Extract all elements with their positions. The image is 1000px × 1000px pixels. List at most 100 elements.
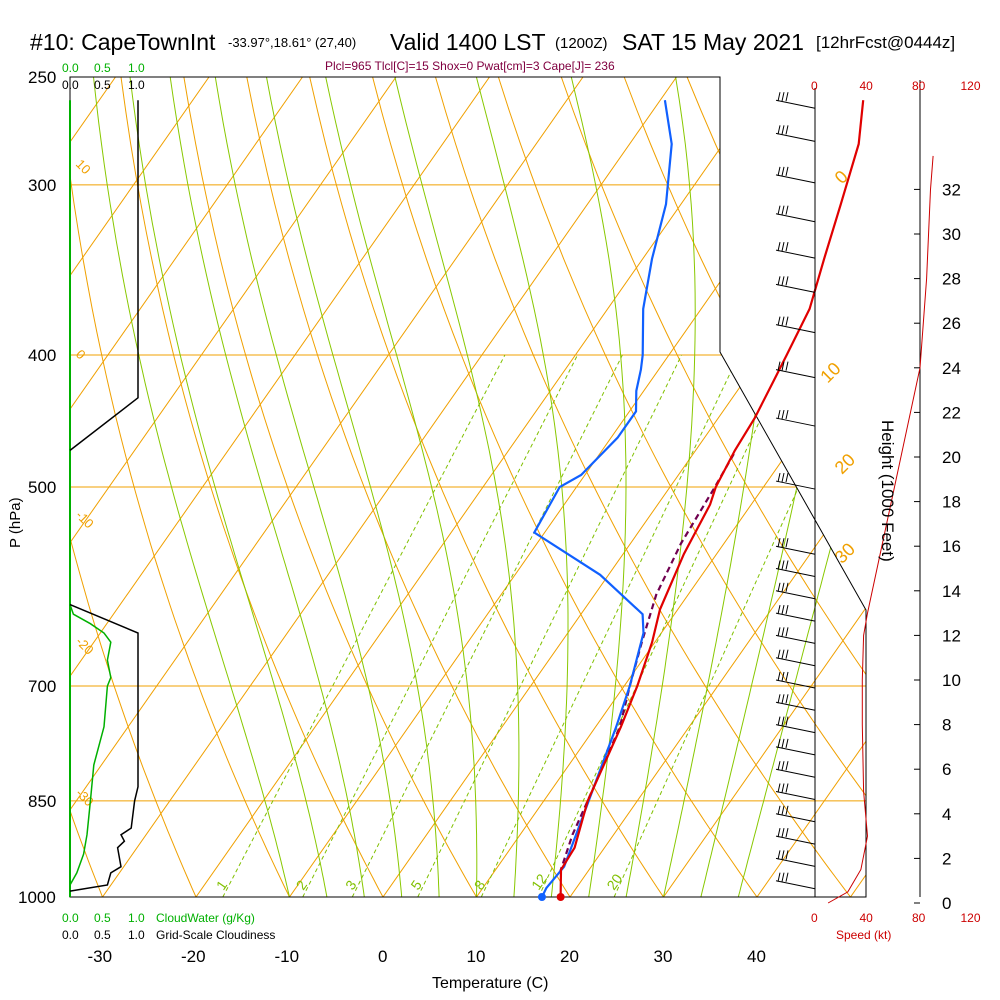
wind-barb <box>775 92 816 109</box>
wind-barb <box>775 316 816 334</box>
isotherm-line <box>102 77 677 897</box>
wind-barb <box>775 538 816 555</box>
dry-adiabat-line <box>372 77 758 897</box>
wind-speed-tick-top: 80 <box>912 79 926 93</box>
height-tick-label: 14 <box>942 582 961 601</box>
moist-adiabat-line <box>737 77 866 897</box>
temperature-tick-label: 40 <box>747 947 766 966</box>
wind-barb <box>775 242 816 259</box>
moist-adiabat-line <box>93 77 290 897</box>
moist-adiabat-line <box>570 77 627 897</box>
cloudiness-label: Grid-Scale Cloudiness <box>156 928 275 942</box>
height-tick-label: 0 <box>942 894 951 913</box>
wind-barb <box>775 872 816 890</box>
station-title: #10: CapeTownInt <box>30 29 216 55</box>
wind-barb <box>775 604 816 622</box>
height-tick-label: 6 <box>942 760 951 779</box>
wind-barb <box>775 783 816 800</box>
wind-speed-tick-top: 0 <box>811 79 818 93</box>
height-axis-title: Height (1000 Feet) <box>878 420 897 562</box>
wind-barb <box>775 472 816 490</box>
sounding-parameters: Plcl=965 Tlcl[C]=15 Shox=0 Pwat[cm]=3 Ca… <box>325 59 615 73</box>
adiabat-label: -10 <box>73 507 97 531</box>
station-location: -33.97°,18.61° (27,40) <box>228 35 356 50</box>
cloudwater-tick-bottom: 1.0 <box>128 911 145 925</box>
wind-barb <box>775 627 816 644</box>
mixing-ratio-line <box>613 354 859 897</box>
temperature-tick-label: 0 <box>378 947 387 966</box>
dry-adiabat-line <box>309 77 664 897</box>
temperature-tick-label: -10 <box>275 947 300 966</box>
cloud-side-panel: 0.0 0.0 0.5 0.5 1.0 1.0 0.0 0.0 0.5 0.5 1.0 1.0 <box>62 61 145 942</box>
isotherm-line <box>756 77 866 897</box>
pressure-tick-label: 700 <box>28 677 56 696</box>
wind-speed-label: Speed (kt) <box>836 928 891 942</box>
wind-barb <box>775 276 816 293</box>
moist-adiabat-line <box>475 77 569 897</box>
mixing-ratio-line <box>538 354 791 897</box>
temperature-tick-label: -30 <box>88 947 113 966</box>
cloudiness-tick-bottom: 0.5 <box>94 928 111 942</box>
dry-adiabat-line <box>497 77 866 897</box>
wind-speed-tick-bottom: 0 <box>811 911 818 925</box>
wind-barb <box>775 125 816 142</box>
wind-speed-profile <box>827 155 934 904</box>
moist-adiabat-line <box>214 77 403 897</box>
moist-adiabat-line <box>169 77 365 897</box>
cloudwater-tick-top: 0.5 <box>94 61 111 75</box>
isotherm-line <box>70 77 584 897</box>
isotherm-line <box>195 77 771 897</box>
height-tick-label: 4 <box>942 805 951 824</box>
adiabat-label: -30 <box>73 785 97 809</box>
wind-barb <box>775 761 816 778</box>
wind-speed-tick-bottom: 120 <box>961 911 981 925</box>
height-tick-label: 16 <box>942 537 961 556</box>
temperature-tick-label: 30 <box>654 947 673 966</box>
surface-dewpoint-dot <box>537 893 546 901</box>
valid-time: Valid 1400 LST <box>390 29 546 55</box>
utc-time: (1200Z) <box>555 35 608 52</box>
cloudiness-tick-bottom: 0.0 <box>62 928 79 942</box>
cloudwater-tick-bottom: 0.0 <box>62 911 79 925</box>
isotherm-line <box>850 77 866 897</box>
dry-adiabat-line <box>70 77 103 897</box>
height-tick-label: 26 <box>942 314 961 333</box>
adiabat-label: 10 <box>73 156 94 177</box>
dry-adiabat-line <box>183 77 477 897</box>
wind-barb <box>775 738 816 756</box>
forecast-date: SAT 15 May 2021 <box>622 29 804 55</box>
isotherm-label: 10 <box>816 358 844 386</box>
wind-speed-tick-bottom: 40 <box>860 911 874 925</box>
pressure-tick-label: 850 <box>28 792 56 811</box>
height-tick-label: 2 <box>942 849 951 868</box>
isotherm-line <box>70 77 210 897</box>
height-tick-label: 18 <box>942 493 961 512</box>
height-tick-label: 22 <box>942 403 961 422</box>
pressure-tick-label: 500 <box>28 478 56 497</box>
adiabat-label: 0 <box>73 347 89 363</box>
moist-adiabat-line <box>394 77 520 897</box>
height-tick-label: 30 <box>942 225 961 244</box>
wind-barb <box>775 205 816 223</box>
isotherm-line <box>944 77 1000 897</box>
mixing-ratio-line <box>417 354 683 897</box>
wind-barb <box>775 716 816 734</box>
isotherm-line <box>70 77 397 897</box>
wind-barb <box>775 671 816 689</box>
height-tick-label: 24 <box>942 359 961 378</box>
mixing-ratio-label: 20 <box>603 871 625 893</box>
wind-barb <box>775 827 816 845</box>
height-tick-label: 32 <box>942 180 961 199</box>
dry-adiabat-line <box>246 77 571 897</box>
mixing-ratio-line <box>302 354 578 897</box>
sounding-profiles <box>532 100 865 901</box>
height-tick-label: 28 <box>942 270 961 289</box>
wind-speed-tick-bottom: 80 <box>912 911 926 925</box>
dry-adiabat-line <box>560 77 866 897</box>
x-axis-title: Temperature (C) <box>432 975 548 992</box>
wind-barb <box>775 850 816 867</box>
isotherm-line <box>70 77 490 897</box>
